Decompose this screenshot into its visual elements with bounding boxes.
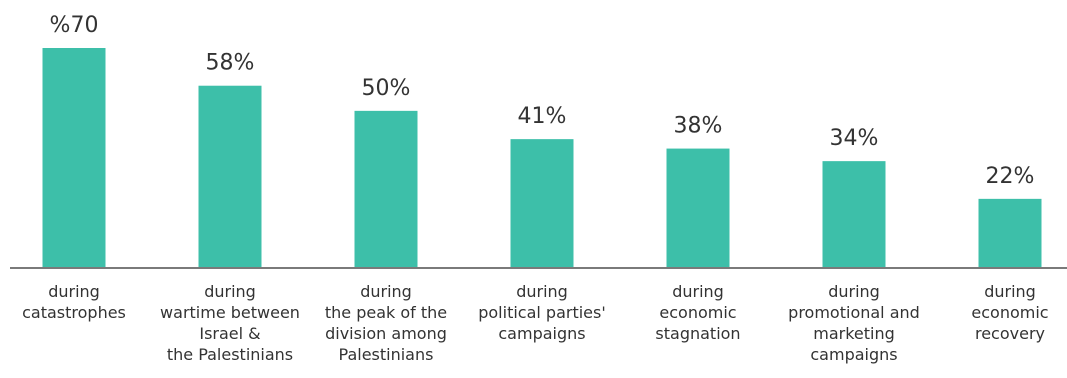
value-label-4: 41%	[518, 104, 567, 129]
bar-2	[198, 85, 262, 268]
value-label-1: %70	[50, 13, 99, 38]
category-label-line: the peak of the	[325, 303, 447, 322]
category-label-line: during	[516, 282, 568, 301]
category-label-line: stagnation	[655, 324, 740, 343]
category-label-3: during the peak of the division among Pales…	[325, 282, 447, 364]
category-label-5: during economic stagnation	[655, 282, 740, 343]
category-label-line: economic	[971, 303, 1048, 322]
category-label-2: during wartime between Israel & the Palesti…	[160, 282, 300, 364]
category-label-line: campaigns	[498, 324, 585, 343]
value-label-7: 22%	[986, 164, 1035, 189]
category-label-4: during political parties' campaigns	[478, 282, 606, 343]
category-label-line: wartime between	[160, 303, 300, 322]
bar-7	[978, 198, 1042, 268]
category-label-line: during	[672, 282, 724, 301]
category-label-6: during promotional and marketing campaigns	[788, 282, 920, 364]
category-label-line: Palestinians	[339, 345, 434, 364]
bar-3	[354, 110, 418, 268]
category-label-line: during	[984, 282, 1036, 301]
bars-group	[42, 48, 1042, 268]
category-label-line: economic	[659, 303, 736, 322]
bar-6	[822, 161, 886, 268]
value-label-5: 38%	[674, 114, 723, 139]
category-labels-group: during catastrophes during wartime between I…	[22, 282, 1048, 364]
category-label-line: during	[204, 282, 256, 301]
value-labels-group: %70 58% 50% 41% 38% 34% 22%	[50, 13, 1035, 189]
value-label-6: 34%	[830, 126, 879, 151]
value-label-3: 50%	[362, 76, 411, 101]
category-label-line: political parties'	[478, 303, 606, 322]
category-label-line: Israel &	[199, 324, 260, 343]
category-label-1: during catastrophes	[22, 282, 126, 322]
category-label-line: recovery	[975, 324, 1045, 343]
bar-5	[666, 148, 730, 268]
category-label-7: during economic recovery	[971, 282, 1048, 343]
category-label-line: catastrophes	[22, 303, 126, 322]
category-label-line: division among	[325, 324, 447, 343]
category-label-line: during	[360, 282, 412, 301]
category-label-line: the Palestinians	[167, 345, 293, 364]
bar-1	[42, 48, 106, 268]
category-label-line: during	[828, 282, 880, 301]
category-label-line: marketing	[813, 324, 895, 343]
category-label-line: promotional and	[788, 303, 920, 322]
category-label-line: campaigns	[810, 345, 897, 364]
category-label-line: during	[48, 282, 100, 301]
bar-4	[510, 139, 574, 268]
value-label-2: 58%	[206, 51, 255, 76]
